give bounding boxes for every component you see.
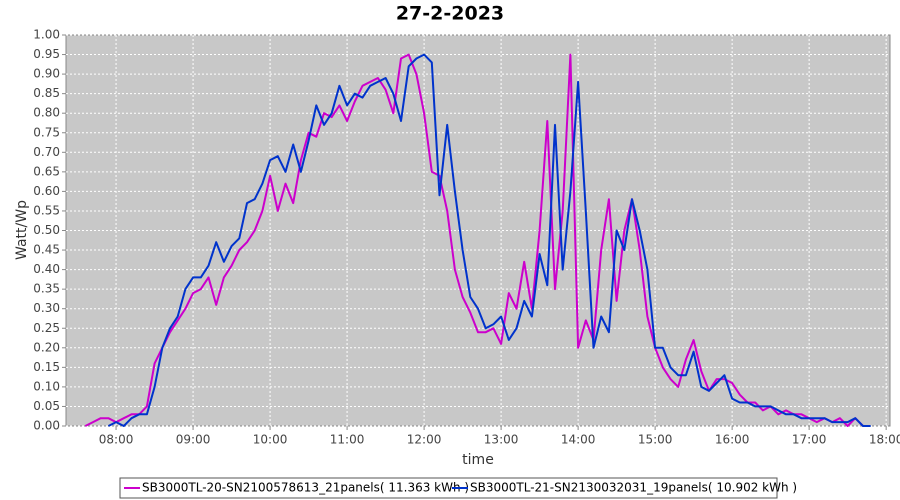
y-tick-label: 0.05 xyxy=(33,399,60,413)
y-tick-label: 0.25 xyxy=(33,321,60,335)
y-tick-label: 0.20 xyxy=(33,340,60,354)
y-tick-label: 0.80 xyxy=(33,106,60,120)
y-axis-label: Watt/Wp xyxy=(14,200,30,260)
y-tick-label: 0.35 xyxy=(33,282,60,296)
x-tick-label: 09:00 xyxy=(176,433,211,447)
y-tick-label: 0.90 xyxy=(33,67,60,81)
y-tick-label: 0.45 xyxy=(33,243,60,257)
y-tick-label: 0.60 xyxy=(33,184,60,198)
y-tick-label: 0.75 xyxy=(33,125,60,139)
x-tick-label: 12:00 xyxy=(407,433,442,447)
x-tick-label: 11:00 xyxy=(330,433,365,447)
y-tick-label: 0.50 xyxy=(33,223,60,237)
y-tick-label: 0.15 xyxy=(33,360,60,374)
y-tick-label: 0.30 xyxy=(33,301,60,315)
x-tick-label: 16:00 xyxy=(715,433,750,447)
legend-label: SB3000TL-21-SN2130032031_19panels( 10.90… xyxy=(470,481,797,495)
legend-label: SB3000TL-20-SN2100578613_21panels( 11.36… xyxy=(142,481,469,495)
y-tick-label: 0.55 xyxy=(33,203,60,217)
x-axis-label: time xyxy=(462,452,494,468)
y-tick-label: 0.10 xyxy=(33,379,60,393)
legend xyxy=(119,477,778,499)
x-tick-label: 18:00 xyxy=(869,433,900,447)
y-tick-label: 1.00 xyxy=(33,28,60,42)
y-tick-label: 0.95 xyxy=(33,47,60,61)
series-line xyxy=(107,53,871,427)
x-tick-label: 13:00 xyxy=(484,433,519,447)
y-tick-label: 0.65 xyxy=(33,164,60,178)
x-tick-label: 08:00 xyxy=(99,433,134,447)
series-line xyxy=(84,53,864,427)
y-tick-label: 0.40 xyxy=(33,262,60,276)
x-tick-label: 17:00 xyxy=(792,433,827,447)
x-tick-label: 10:00 xyxy=(253,433,288,447)
y-tick-label: 0.85 xyxy=(33,86,60,100)
x-tick-label: 15:00 xyxy=(638,433,673,447)
y-tick-label: 0.00 xyxy=(33,419,60,433)
chart-title: 27-2-2023 xyxy=(396,3,504,25)
y-tick-label: 0.70 xyxy=(33,145,60,159)
x-tick-label: 14:00 xyxy=(561,433,596,447)
